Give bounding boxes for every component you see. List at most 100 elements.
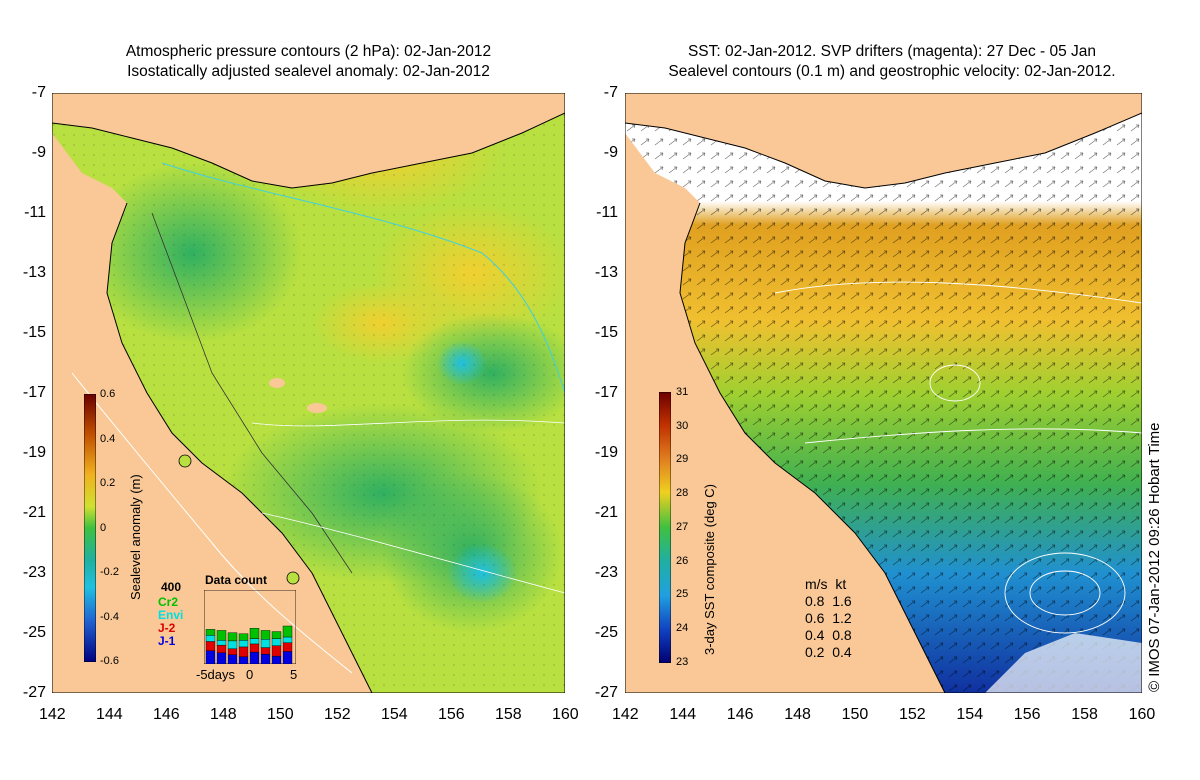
sst-colorbar-tick: 26 <box>676 554 689 567</box>
x-tick-label: 144 <box>96 706 123 723</box>
y-tick-label: -13 <box>594 264 618 281</box>
sealevel-colorbar <box>84 394 96 662</box>
sst-colorbar <box>659 392 671 663</box>
histogram-bar <box>249 638 260 645</box>
sst-colorbar-tick: 28 <box>676 487 689 500</box>
histogram-bar <box>271 638 282 646</box>
right-title-line1: SST: 02-Jan-2012. SVP drifters (magenta)… <box>687 43 1097 60</box>
sealevel-colorbar-tick: 0 <box>100 521 107 534</box>
x-tick-label: 152 <box>324 706 351 723</box>
velocity-legend-row: 0.8 1.6 <box>805 593 852 609</box>
velocity-legend-row: 0.6 1.2 <box>805 610 852 626</box>
histogram-bar <box>282 642 293 652</box>
sst-colorbar-label: 3-day SST composite (deg C) <box>702 484 717 655</box>
x-tick-label: 154 <box>381 706 408 723</box>
sst-colorbar-tick: 23 <box>676 655 689 668</box>
sealevel-colorbar-tick: 0.2 <box>100 477 116 489</box>
y-tick-label: -27 <box>22 684 46 701</box>
left-title-line1: Atmospheric pressure contours (2 hPa): 0… <box>125 43 492 60</box>
sealevel-colorbar-tick: -0.2 <box>100 566 119 578</box>
y-tick-label: -23 <box>22 564 46 581</box>
right-title-line2: Sealevel contours (0.1 m) and geostrophi… <box>668 63 1116 80</box>
data-count-title: Data count <box>205 573 268 587</box>
data-count-max-label: 400 <box>161 580 182 594</box>
histogram-bar <box>205 650 216 664</box>
histogram-bar <box>216 644 227 654</box>
y-tick-label: -7 <box>31 84 46 101</box>
x-tick-label: 156 <box>1013 706 1041 723</box>
data-count-axis-label: 0 <box>246 667 254 682</box>
histogram-bar <box>227 648 238 655</box>
y-tick-label: -9 <box>31 144 46 161</box>
histogram-bar <box>271 645 282 657</box>
histogram-bar <box>238 633 249 641</box>
velocity-legend-row: 0.4 0.8 <box>805 627 852 643</box>
sst-map <box>625 93 1142 693</box>
y-tick-label: -9 <box>603 144 618 161</box>
mission-label: J-1 <box>158 634 176 648</box>
data-count-axis-label: 5 <box>290 667 298 682</box>
histogram-bar <box>238 646 249 657</box>
histogram-bar <box>238 656 249 664</box>
histogram-bar <box>260 639 271 648</box>
histogram-bar <box>260 630 271 640</box>
histogram-bar <box>216 630 227 641</box>
y-tick-label: -25 <box>22 624 46 641</box>
x-tick-label: 146 <box>153 706 180 723</box>
y-tick-label: -19 <box>22 444 46 461</box>
mission-label: J-2 <box>158 621 176 635</box>
histogram-bar <box>238 640 249 648</box>
y-tick-label: -11 <box>596 204 618 221</box>
x-tick-label: 142 <box>612 706 639 723</box>
histogram-bar <box>227 632 238 642</box>
y-tick-label: -15 <box>22 324 46 341</box>
sealevel-anomaly-map <box>52 93 565 693</box>
sealevel-colorbar-tick: 0.6 <box>100 388 116 400</box>
x-tick-label: 160 <box>1128 706 1156 723</box>
y-tick-label: -27 <box>594 684 618 701</box>
sst-colorbar-tick: 25 <box>676 588 689 601</box>
data-count-histogram <box>204 590 296 664</box>
x-tick-label: 156 <box>438 706 465 723</box>
x-tick-label: 146 <box>726 706 754 723</box>
sealevel-colorbar-tick: 0.4 <box>100 432 116 445</box>
histogram-bar <box>271 655 282 664</box>
histogram-bar <box>282 625 293 638</box>
y-tick-label: -25 <box>594 624 618 641</box>
x-tick-label: 152 <box>899 706 926 723</box>
x-tick-label: 150 <box>267 706 294 723</box>
y-tick-label: -7 <box>603 84 618 101</box>
y-tick-label: -19 <box>594 444 618 461</box>
histogram-bar <box>271 631 282 639</box>
x-tick-label: 158 <box>1071 706 1098 723</box>
y-tick-label: -15 <box>594 324 618 341</box>
sst-colorbar-tick: 31 <box>676 386 689 398</box>
sst-colorbar-tick: 30 <box>676 419 689 432</box>
x-tick-label: 158 <box>495 706 522 723</box>
histogram-bar <box>282 651 293 664</box>
mission-label: Envi <box>158 608 184 622</box>
data-count-axis-label: -5days <box>196 667 236 682</box>
sst-colorbar-tick: 24 <box>676 621 689 634</box>
histogram-bar <box>227 640 238 650</box>
y-tick-label: -11 <box>24 204 46 221</box>
sst-colorbar-tick: 27 <box>676 520 689 533</box>
x-tick-label: 160 <box>552 706 579 723</box>
x-tick-label: 150 <box>841 706 869 723</box>
sealevel-colorbar-tick: -0.4 <box>100 610 119 623</box>
histogram-bar <box>260 647 271 655</box>
histogram-bar <box>205 641 216 652</box>
x-tick-label: 142 <box>39 706 66 723</box>
histogram-bar <box>216 640 227 646</box>
mission-label: Cr2 <box>158 595 179 609</box>
histogram-bar <box>249 651 260 664</box>
histogram-bar <box>282 636 293 643</box>
histogram-bar <box>260 653 271 664</box>
histogram-bar <box>205 629 216 636</box>
x-tick-label: 144 <box>669 706 697 723</box>
histogram-bar <box>249 628 260 639</box>
y-tick-label: -21 <box>22 504 46 521</box>
histogram-bar <box>227 654 238 664</box>
y-tick-label: -23 <box>594 564 618 581</box>
velocity-legend-header: m/s kt <box>805 576 847 592</box>
